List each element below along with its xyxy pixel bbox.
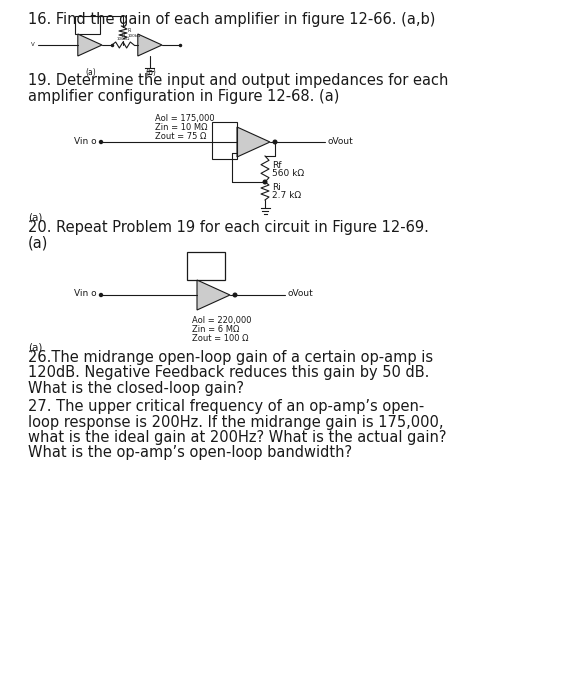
- Bar: [75, 16, 100, 34]
- Text: 27. The upper critical frequency of an op-amp’s open-: 27. The upper critical frequency of an o…: [28, 399, 424, 414]
- Text: Rf: Rf: [272, 162, 281, 171]
- Text: loop response is 200Hz. If the midrange gain is 175,000,: loop response is 200Hz. If the midrange …: [28, 414, 443, 430]
- Text: Zin = 10 MΩ: Zin = 10 MΩ: [155, 123, 208, 132]
- Text: Aol = 220,000: Aol = 220,000: [192, 316, 252, 325]
- Text: 19. Determine the input and output impedances for each: 19. Determine the input and output imped…: [28, 73, 448, 88]
- Text: What is the op-amp’s open-loop bandwidth?: What is the op-amp’s open-loop bandwidth…: [28, 445, 352, 461]
- Text: (a): (a): [28, 236, 48, 251]
- Text: (a): (a): [28, 342, 43, 352]
- Text: R: R: [121, 33, 125, 38]
- Text: Zout = 75 Ω: Zout = 75 Ω: [155, 132, 206, 141]
- Polygon shape: [78, 34, 102, 56]
- Text: 100kΩ: 100kΩ: [116, 37, 130, 41]
- Text: oVout: oVout: [328, 136, 354, 146]
- Text: Aol = 175,000: Aol = 175,000: [155, 114, 215, 123]
- Text: 120dB. Negative Feedback reduces this gain by 50 dB.: 120dB. Negative Feedback reduces this ga…: [28, 365, 429, 381]
- Text: 560 kΩ: 560 kΩ: [272, 169, 304, 178]
- Text: oVout: oVout: [288, 290, 314, 298]
- Text: (b): (b): [145, 68, 156, 77]
- Text: what is the ideal gain at 200Hz? What is the actual gain?: what is the ideal gain at 200Hz? What is…: [28, 430, 446, 445]
- Text: amplifier configuration in Figure 12-68. (a): amplifier configuration in Figure 12-68.…: [28, 89, 340, 104]
- Text: Zout = 100 Ω: Zout = 100 Ω: [192, 334, 248, 343]
- Text: 2.7 kΩ: 2.7 kΩ: [272, 192, 301, 200]
- Text: V: V: [31, 43, 35, 48]
- Circle shape: [263, 180, 267, 184]
- Polygon shape: [197, 280, 230, 310]
- Bar: [212, 122, 237, 159]
- Text: Ri: Ri: [272, 183, 281, 192]
- Polygon shape: [138, 34, 162, 56]
- Text: (a): (a): [28, 213, 43, 223]
- Text: 100kΩ: 100kΩ: [128, 34, 141, 38]
- Polygon shape: [237, 127, 270, 157]
- Bar: [187, 252, 225, 280]
- Circle shape: [99, 141, 103, 144]
- Text: What is the closed-loop gain?: What is the closed-loop gain?: [28, 381, 244, 396]
- Text: Vin o: Vin o: [74, 136, 97, 146]
- Text: R: R: [128, 29, 132, 34]
- Text: 16. Find the gain of each amplifier in figure 12-66. (a,b): 16. Find the gain of each amplifier in f…: [28, 12, 435, 27]
- Text: (a): (a): [85, 68, 96, 77]
- Circle shape: [233, 293, 237, 297]
- Text: Zin = 6 MΩ: Zin = 6 MΩ: [192, 325, 239, 334]
- Text: 26.The midrange open-loop gain of a certain op-amp is: 26.The midrange open-loop gain of a cert…: [28, 350, 433, 365]
- Circle shape: [99, 293, 103, 297]
- Text: 20. Repeat Problem 19 for each circuit in Figure 12-69.: 20. Repeat Problem 19 for each circuit i…: [28, 220, 429, 235]
- Text: Vin o: Vin o: [74, 290, 97, 298]
- Circle shape: [273, 140, 277, 143]
